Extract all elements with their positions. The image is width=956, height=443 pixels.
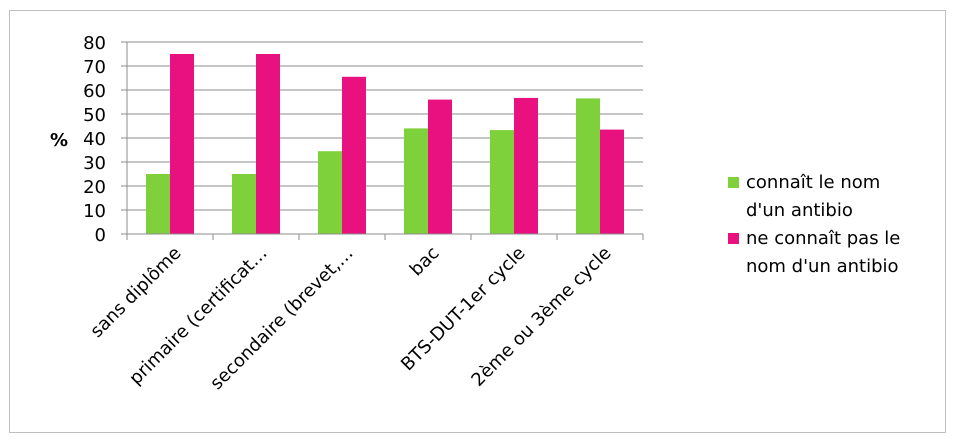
y-axis-label: % [50,130,68,151]
legend-label: ne connaît pas le [746,228,900,249]
bar-ne-connait-pas [170,54,194,234]
legend-item: ne connaît pas le nom d'un antibio [728,228,900,277]
x-category-label: bac [406,243,444,281]
y-tick-label: 30 [83,153,106,174]
y-tick-label: 80 [83,33,106,54]
x-category-label: primaire (certificat… [125,243,271,389]
x-category-label: sans diplôme [86,243,185,342]
legend-swatch [728,233,739,244]
x-category-label: 2ème ou 3ème cycle [467,243,615,391]
legend-swatch [728,177,739,188]
y-tick-label: 0 [95,225,106,246]
x-category-label: secondaire (brevet,… [206,243,357,394]
bar-connait [404,128,428,234]
legend-label: connaît le nom [746,172,880,193]
y-tick-label: 40 [83,129,106,150]
y-tick-label: 10 [83,201,106,222]
y-tick-label: 50 [83,105,106,126]
bar-connait [146,174,170,234]
legend-item: connaît le nom d'un antibio [728,172,880,221]
bar-ne-connait-pas [256,54,280,234]
legend-label: nom d'un antibio [746,256,899,277]
y-tick-label: 70 [83,57,106,78]
legend: connaît le nom d'un antibio ne connaît pas… [728,172,900,277]
bars [146,54,624,235]
bar-connait [232,174,256,234]
y-tick-label: 20 [83,177,106,198]
bar-ne-connait-pas [514,97,538,234]
y-tick-labels: 0 10 20 30 40 50 60 70 80 [83,33,106,246]
bar-connait [318,151,342,234]
bar-ne-connait-pas [600,129,624,234]
legend-label: d'un antibio [746,200,853,221]
gridlines [121,41,643,235]
bar-connait [576,98,600,235]
axes [126,42,644,240]
y-tick-label: 60 [83,81,106,102]
bar-connait [490,130,514,234]
bar-ne-connait-pas [428,99,452,234]
bar-ne-connait-pas [342,76,366,234]
